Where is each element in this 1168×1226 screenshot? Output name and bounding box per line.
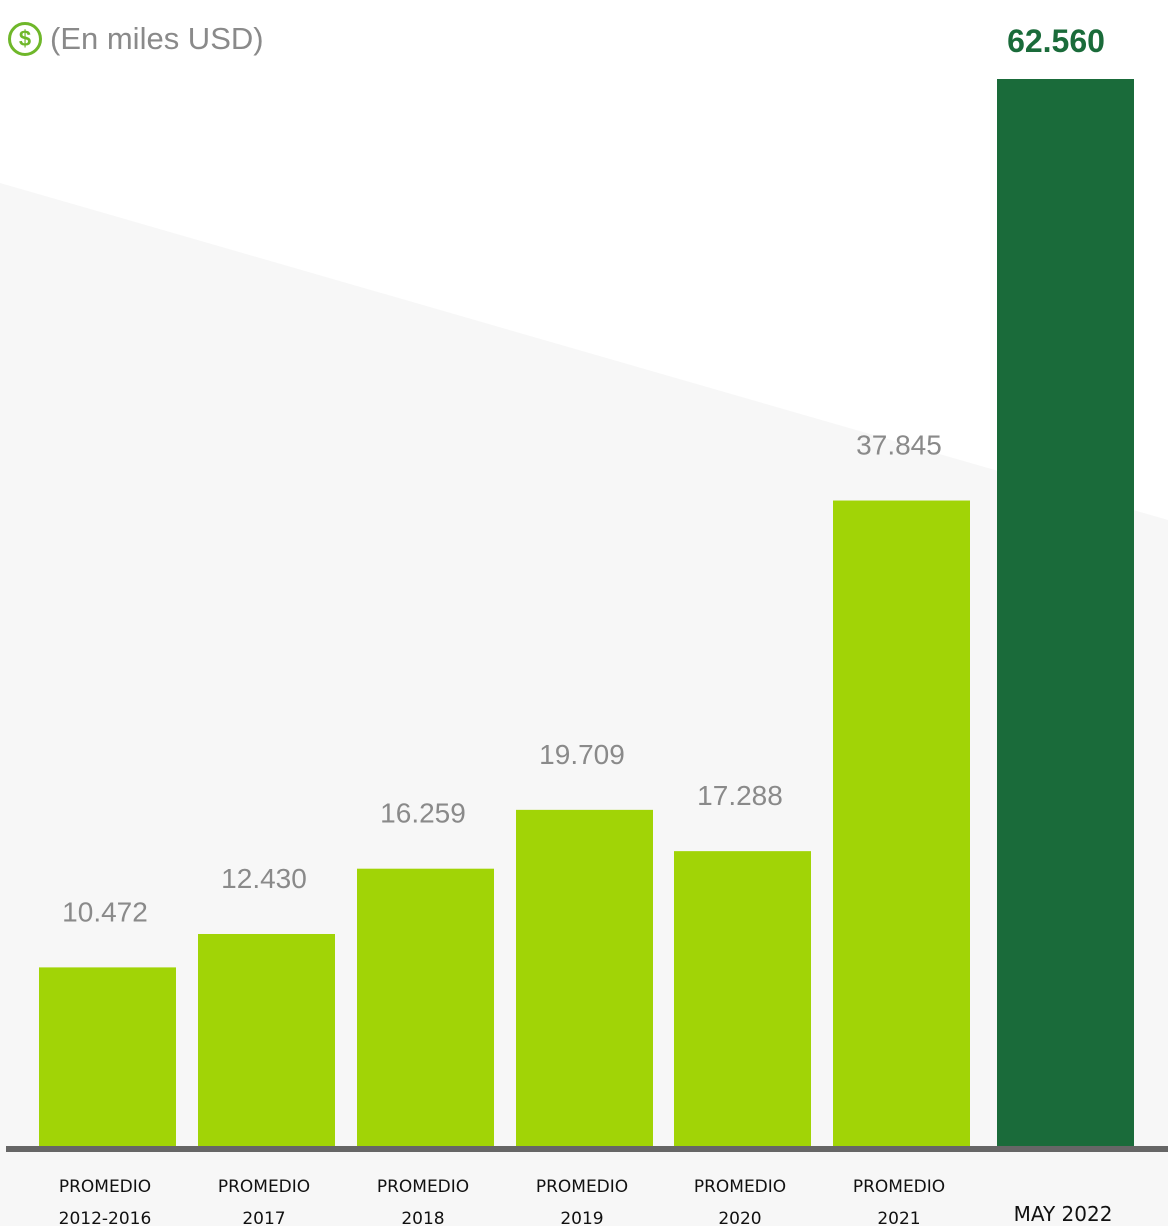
value-label-5: 17.288 (697, 780, 783, 811)
category-label-1-line-1: PROMEDIO (59, 1177, 151, 1197)
bar-6 (833, 500, 970, 1147)
category-label-7: MAY 2022 (1014, 1202, 1113, 1226)
category-label-4-line-1: PROMEDIO (536, 1177, 628, 1197)
category-label-5-line-1: PROMEDIO (694, 1177, 786, 1197)
value-label-1: 10.472 (62, 896, 148, 927)
category-label-2-line-1: PROMEDIO (218, 1177, 310, 1197)
value-label-6: 37.845 (856, 430, 942, 461)
bar-2 (198, 933, 335, 1146)
category-label-4-line-2: 2019 (560, 1209, 603, 1226)
category-label-6-line-2: 2021 (877, 1209, 920, 1226)
category-label-1-line-2: 2012-2016 (59, 1209, 152, 1226)
bar-1 (39, 967, 176, 1146)
unit-label: (En miles USD) (50, 21, 264, 56)
bar-3 (357, 868, 494, 1146)
category-label-5-line-2: 2020 (718, 1209, 761, 1226)
value-label-4: 19.709 (539, 739, 625, 770)
value-label-7: 62.560 (1007, 23, 1105, 59)
chart-header: $ (En miles USD) (8, 16, 264, 62)
value-label-3: 16.259 (380, 798, 466, 829)
bar-5 (674, 851, 811, 1146)
dollar-circle-icon: $ (8, 22, 42, 56)
value-label-2: 12.430 (221, 863, 307, 894)
category-label-6-line-1: PROMEDIO (853, 1177, 945, 1197)
bar-7 (997, 79, 1134, 1146)
category-label-3-line-2: 2018 (401, 1209, 444, 1226)
bar-4 (516, 809, 653, 1146)
category-label-3-line-1: PROMEDIO (377, 1177, 469, 1197)
category-label-2-line-2: 2017 (242, 1209, 285, 1226)
